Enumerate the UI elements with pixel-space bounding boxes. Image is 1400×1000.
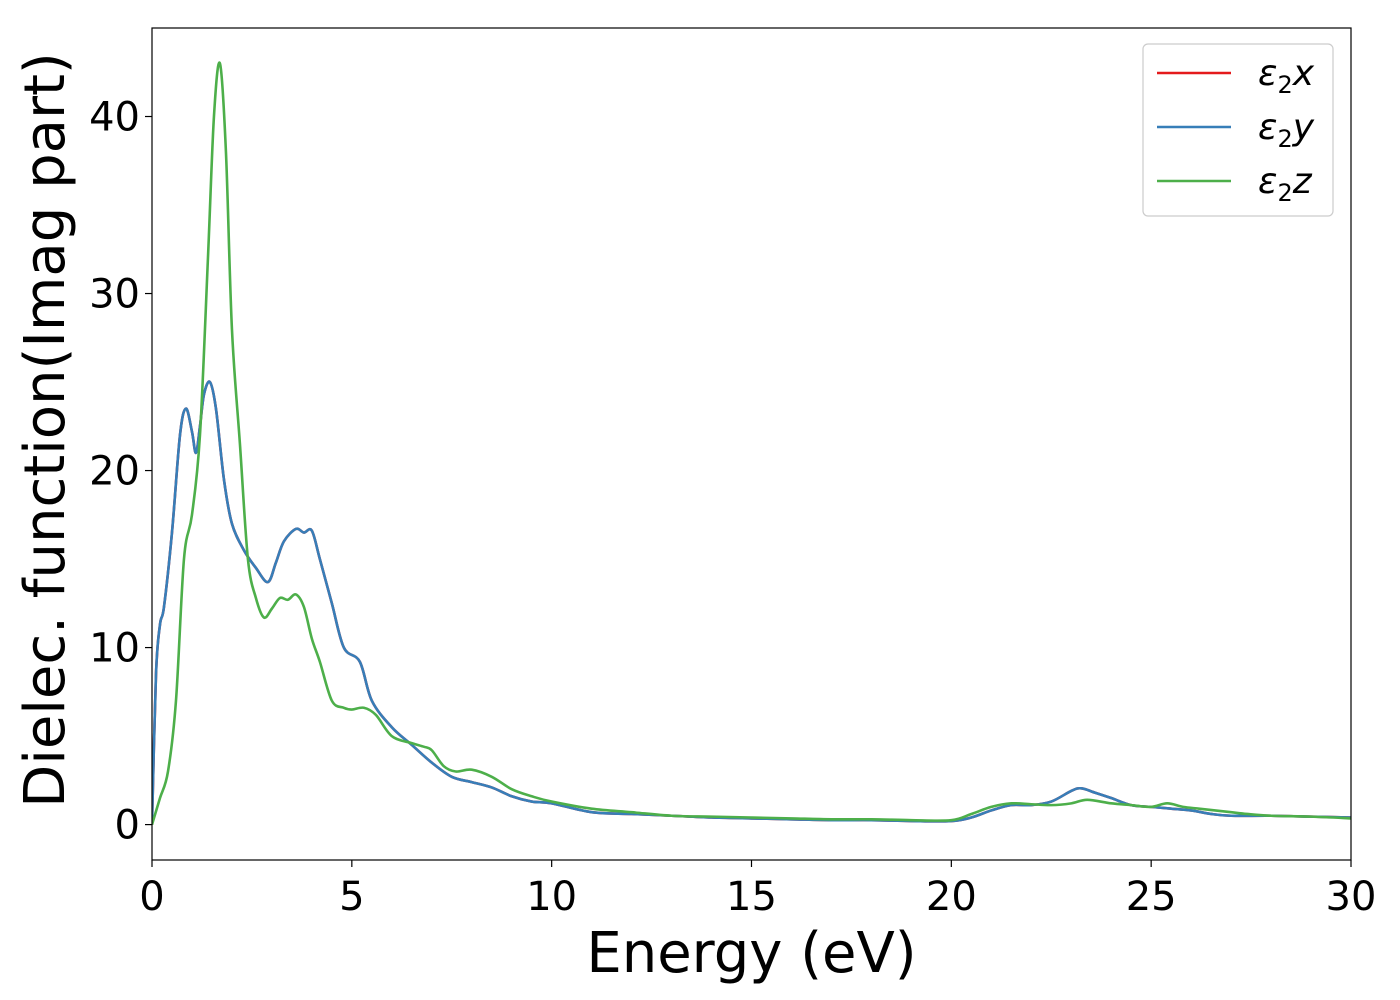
ticks-layer: 0 5 10 15 20 25 30 0 10 20 30 40 (89, 95, 1376, 920)
x-tick-label: 30 (1326, 874, 1377, 920)
series-line-e2y (152, 380, 1351, 825)
x-tick-label: 0 (139, 874, 164, 920)
x-tick-label: 15 (726, 874, 777, 920)
y-tick-label: 10 (89, 626, 140, 672)
legend-label-e2y: ε2y (1258, 107, 1315, 153)
y-tick-label: 40 (89, 95, 140, 141)
x-tick-label: 10 (526, 874, 577, 920)
legend-label-e2z: ε2z (1258, 161, 1313, 207)
y-tick-label: 0 (115, 803, 140, 849)
legend: ε2x ε2y ε2z (1142, 43, 1334, 217)
plot-area (152, 61, 1351, 825)
y-axis-title: Dielec. function(Imag part) (13, 52, 78, 808)
x-tick-label: 25 (1126, 874, 1177, 920)
axes-frame (151, 27, 1352, 861)
legend-box (1142, 43, 1334, 217)
y-tick-label: 20 (89, 449, 140, 495)
y-tick-label: 30 (89, 272, 140, 318)
x-axis-title: Energy (eV) (586, 921, 916, 986)
x-tick-label: 5 (339, 874, 364, 920)
series-line-e2z (152, 61, 1351, 825)
legend-label-e2x: ε2x (1258, 53, 1315, 99)
x-tick-label: 20 (926, 874, 977, 920)
